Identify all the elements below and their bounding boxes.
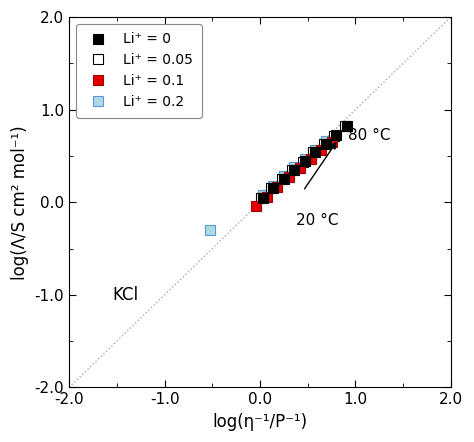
Legend: Li⁺ = 0, Li⁺ = 0.05, Li⁺ = 0.1, Li⁺ = 0.2: Li⁺ = 0, Li⁺ = 0.05, Li⁺ = 0.1, Li⁺ = 0.… [76,24,201,118]
Text: KCl: KCl [112,286,138,304]
Text: 20 °C: 20 °C [296,213,339,229]
Y-axis label: log(Λ/S cm² mol⁻¹): log(Λ/S cm² mol⁻¹) [11,125,29,280]
Text: 80 °C: 80 °C [348,128,390,143]
X-axis label: log(η⁻¹/P⁻¹): log(η⁻¹/P⁻¹) [212,413,308,431]
